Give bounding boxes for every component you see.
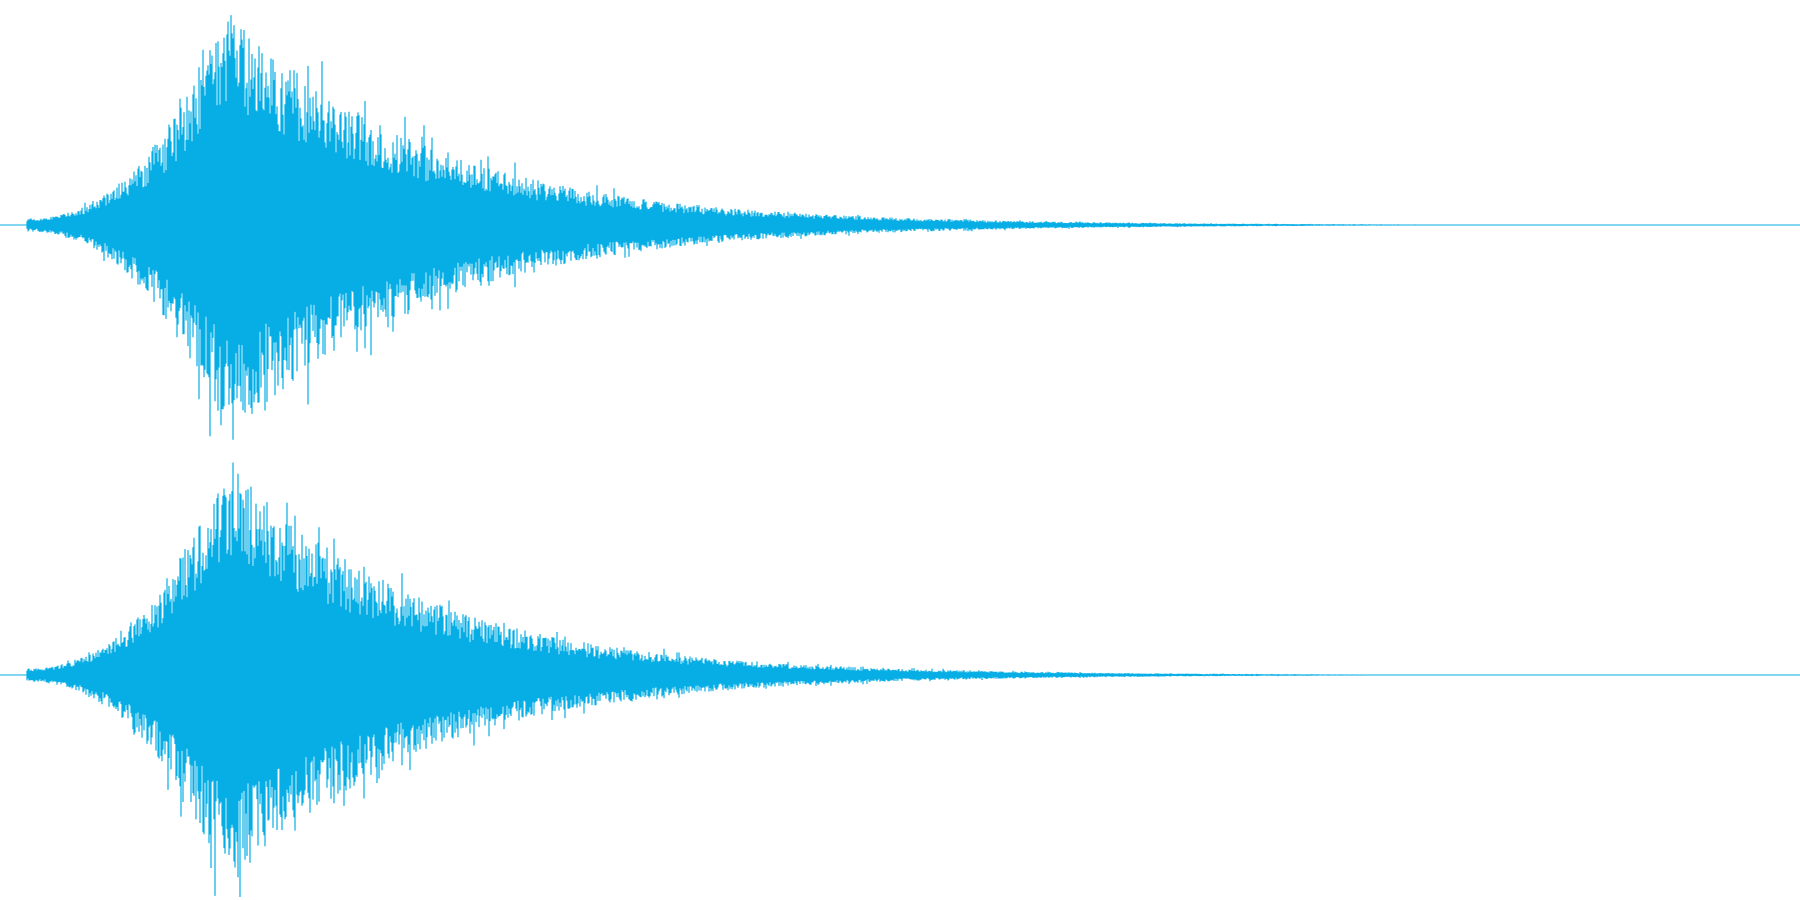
channel-2-waveform: [26, 462, 1441, 897]
waveform-channel-2: [0, 462, 1800, 897]
channel-1-waveform: [26, 15, 1495, 440]
waveform-channel-1: [0, 15, 1800, 440]
